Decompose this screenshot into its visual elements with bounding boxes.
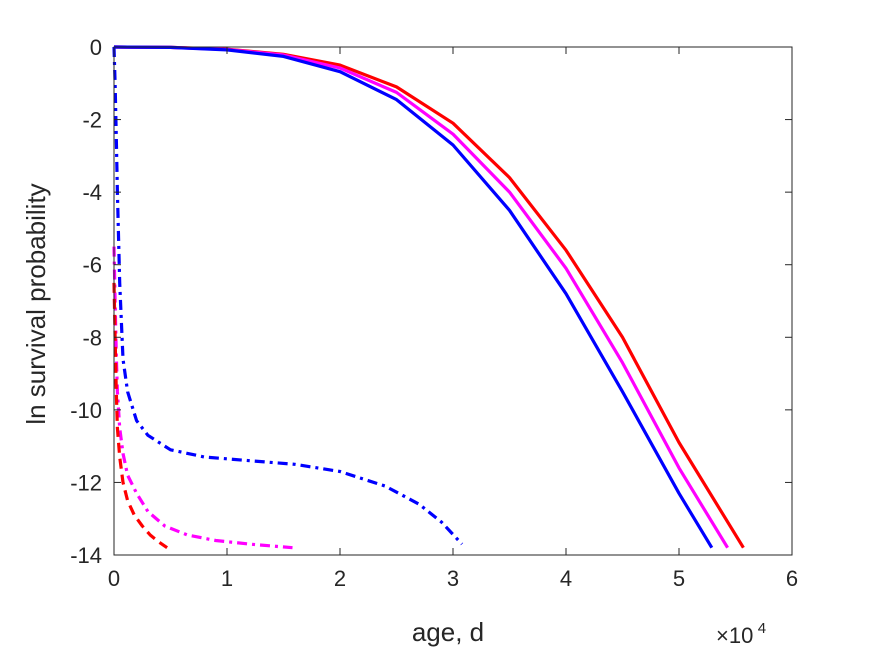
x-exponent-power: 4 — [758, 620, 766, 637]
series-line-5 — [112, 246, 293, 550]
series-layer — [112, 45, 745, 550]
y-tick-label: -2 — [82, 108, 102, 133]
series-line-6 — [112, 282, 169, 550]
x-axis-exponent: ×10 4 — [716, 620, 766, 648]
y-ticks: 0 -2 -4 -6 -8 -10 -12 -14 — [70, 35, 792, 568]
x-tick-label: 6 — [786, 566, 798, 591]
x-tick-label: 4 — [560, 566, 572, 591]
series-line-3 — [113, 45, 714, 549]
y-tick-label: -10 — [70, 398, 102, 423]
y-tick-label: -4 — [82, 180, 102, 205]
x-tick-label: 0 — [108, 566, 120, 591]
x-ticks: 0 1 2 3 4 5 6 — [108, 47, 798, 591]
x-tick-label: 1 — [221, 566, 233, 591]
y-tick-label: -8 — [82, 325, 102, 350]
x-axis-label: age, d — [412, 617, 484, 647]
y-tick-label: -14 — [70, 543, 102, 568]
series-line-4 — [112, 46, 464, 546]
x-tick-label: 5 — [673, 566, 685, 591]
y-tick-label: -6 — [82, 253, 102, 278]
y-tick-label: -12 — [70, 470, 102, 495]
x-tick-label: 3 — [447, 566, 459, 591]
x-exponent-base: ×10 — [716, 623, 753, 648]
y-tick-label: 0 — [90, 35, 102, 60]
y-axis-label: ln survival probability — [21, 183, 51, 424]
x-tick-label: 2 — [334, 566, 346, 591]
